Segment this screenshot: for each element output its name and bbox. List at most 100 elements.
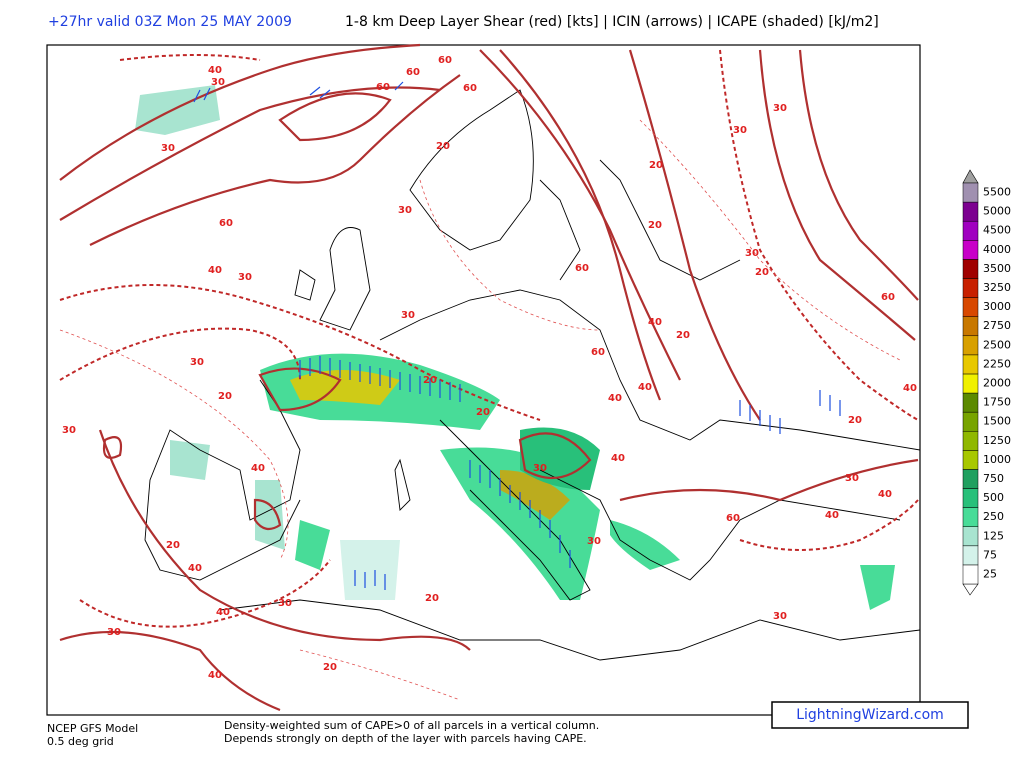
map-frame: [46, 44, 921, 716]
colorbar-swatch: [962, 564, 979, 585]
contour-label: 60: [726, 513, 740, 524]
contour-label: 30: [107, 627, 121, 638]
valid-time: +27hr valid 03Z Mon 25 MAY 2009: [48, 14, 292, 30]
colorbar-label: 2250: [983, 357, 1011, 370]
contour-label: 40: [825, 510, 839, 521]
contour-label: 60: [219, 218, 233, 229]
contour-label: 40: [903, 383, 917, 394]
colorbar-bottom-arrow: [962, 583, 979, 596]
contour-label: 30: [773, 611, 787, 622]
colorbar-top-arrow: [962, 169, 979, 184]
coastlines: [144, 89, 921, 661]
colorbar-label: 2000: [983, 377, 1011, 390]
contour-label: 20: [676, 330, 690, 341]
contour-label: 20: [218, 391, 232, 402]
contour-label: 20: [436, 141, 450, 152]
colorbar-label: 5500: [983, 186, 1011, 199]
colorbar-label: 1750: [983, 396, 1011, 409]
colorbar-label: 2750: [983, 319, 1011, 332]
contour-label: 40: [188, 563, 202, 574]
contour-label: 20: [649, 160, 663, 171]
contour-label: 60: [463, 83, 477, 94]
colorbar-label: 3500: [983, 262, 1011, 275]
contour-label: 30: [401, 310, 415, 321]
colorbar-label: 5000: [983, 205, 1011, 218]
colorbar-swatch: [962, 259, 979, 279]
contour-label: 40: [216, 607, 230, 618]
colorbar-label: 75: [983, 548, 997, 561]
contour-label: 30: [62, 425, 76, 436]
description-line: Density-weighted sum of CAPE>0 of all pa…: [224, 719, 599, 732]
contour-label: 20: [648, 220, 662, 231]
colorbar-swatch: [962, 430, 979, 451]
contour-label: 30: [745, 248, 759, 259]
colorbar-label: 25: [983, 567, 997, 580]
colorbar-label: 3250: [983, 281, 1011, 294]
cin-arrows: [193, 81, 841, 590]
contour-label: 30: [773, 103, 787, 114]
colorbar-label: 500: [983, 491, 1004, 504]
contour-label: 40: [208, 265, 222, 276]
contour-label: 20: [755, 267, 769, 278]
colorbar-swatch: [962, 507, 979, 527]
contour-label: 40: [208, 670, 222, 681]
colorbar-label: 1000: [983, 453, 1011, 466]
colorbar-label: 4500: [983, 224, 1011, 237]
contour-label: 30: [733, 125, 747, 136]
contour-label: 20: [848, 415, 862, 426]
contour-label: 60: [591, 347, 605, 358]
colorbar-swatch: [962, 240, 979, 260]
contour-label: 40: [878, 489, 892, 500]
contour-label: 60: [376, 82, 390, 93]
colorbar-swatch: [962, 201, 979, 222]
map-title: 1-8 km Deep Layer Shear (red) [kts] | IC…: [345, 14, 879, 30]
contour-label: 20: [323, 662, 337, 673]
contour-label: 40: [251, 463, 265, 474]
colorbar-label: 3000: [983, 300, 1011, 313]
contour-label: 40: [611, 453, 625, 464]
colorbar-swatch: [962, 392, 979, 413]
contour-label: 60: [881, 292, 895, 303]
description-line: Depends strongly on depth of the layer w…: [224, 732, 587, 745]
colorbar-label: 4000: [983, 243, 1011, 256]
contour-label: 30: [845, 473, 859, 484]
contour-label: 20: [423, 375, 437, 386]
colorbar-label: 125: [983, 529, 1004, 542]
colorbar-swatch: [962, 335, 979, 356]
contour-label: 40: [648, 317, 662, 328]
contour-label: 20: [166, 540, 180, 551]
colorbar-swatch: [962, 182, 979, 203]
contour-label: 40: [608, 393, 622, 404]
colorbar-label: 1250: [983, 434, 1011, 447]
colorbar-swatch: [962, 354, 979, 375]
brand: LightningWizard.com: [796, 707, 944, 723]
colorbar-label: 250: [983, 510, 1004, 523]
colorbar-swatch: [962, 373, 979, 394]
colorbar-swatch: [962, 488, 979, 508]
colorbar: 25 75 125 250 500 750 1000 1250 1500 1750 2000 2250…: [962, 169, 1011, 596]
contour-label: 30: [161, 143, 175, 154]
colorbar-label: 750: [983, 472, 1004, 485]
colorbar-swatch: [962, 469, 979, 489]
contour-label: 60: [438, 55, 452, 66]
contour-label: 30: [211, 77, 225, 88]
colorbar-label: 1500: [983, 415, 1011, 428]
colorbar-swatch: [962, 316, 979, 337]
colorbar-swatch: [962, 450, 979, 470]
contour-label: 20: [476, 407, 490, 418]
shear-contours: [59, 43, 919, 712]
colorbar-swatch: [962, 545, 979, 566]
brand-box: [771, 701, 969, 729]
contour-label: 30: [398, 205, 412, 216]
colorbar-swatch: [962, 220, 979, 241]
contour-label: 30: [587, 536, 601, 547]
contour-label: 40: [208, 65, 222, 76]
model-name: NCEP GFS Model: [47, 722, 138, 735]
colorbar-label: 2500: [983, 338, 1011, 351]
grid-resolution: 0.5 deg grid: [47, 735, 114, 748]
contour-label: 60: [575, 263, 589, 274]
contour-label: 30: [238, 272, 252, 283]
colorbar-swatch: [962, 411, 979, 432]
